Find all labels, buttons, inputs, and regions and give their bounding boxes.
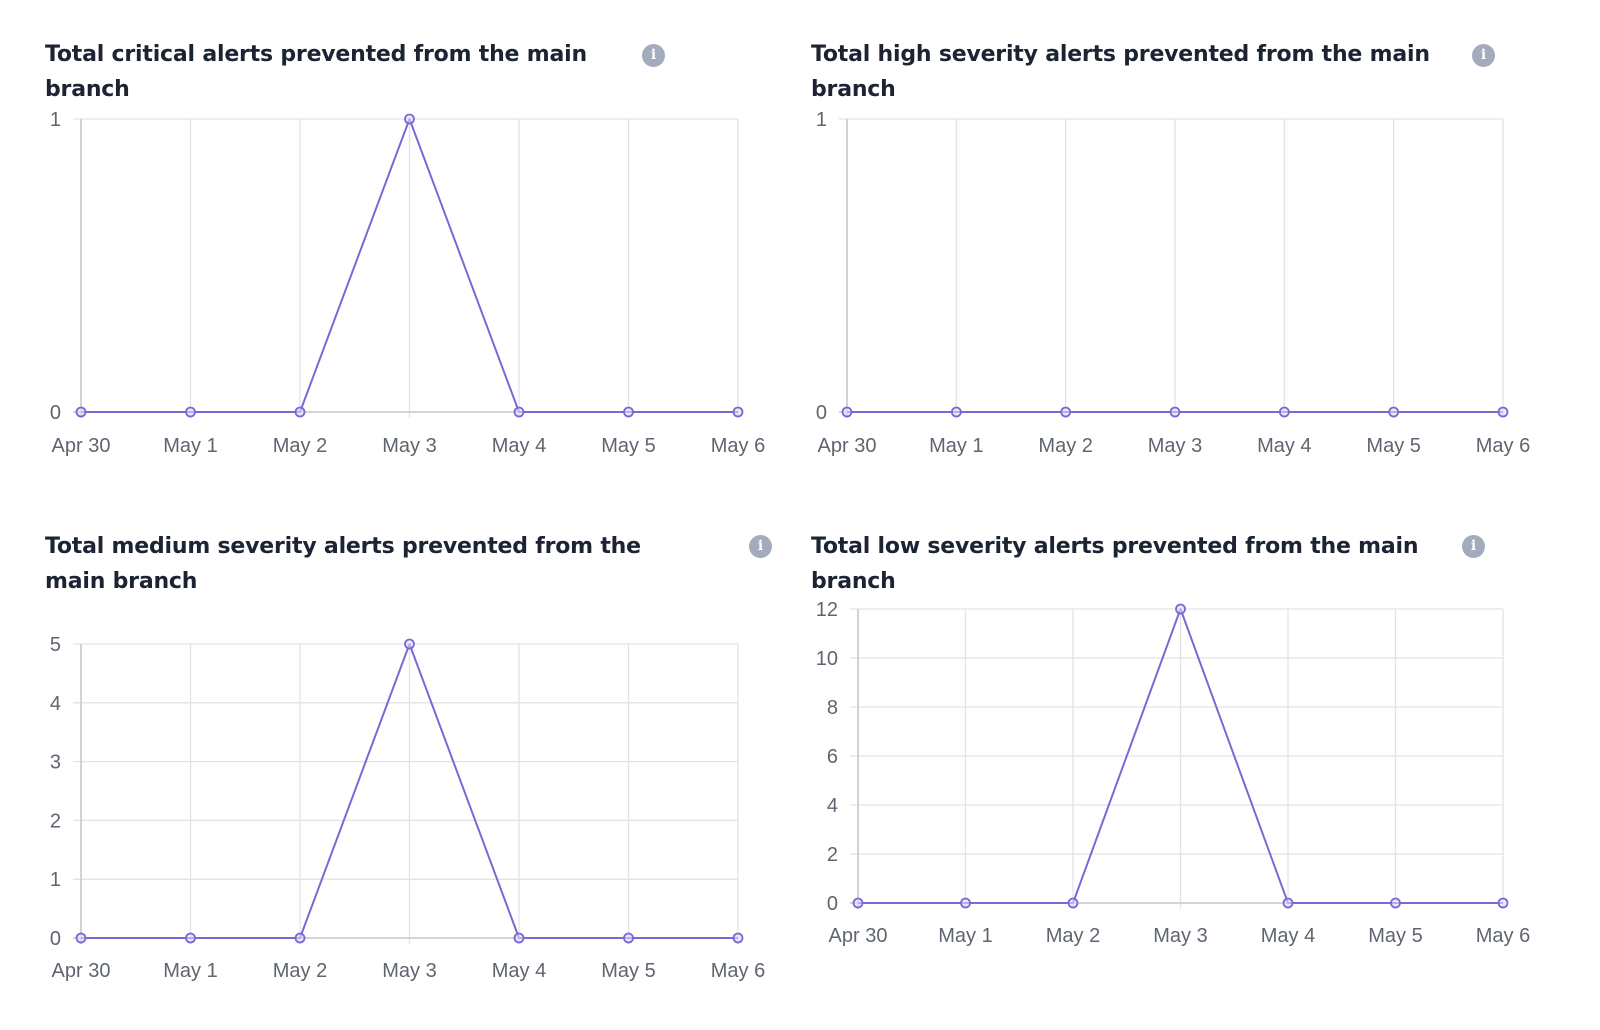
x-tick-label: May 2 (273, 960, 327, 982)
data-point[interactable] (513, 406, 525, 418)
x-tick-label: May 2 (1038, 435, 1092, 457)
chart-title: Total medium severity alerts prevented f… (45, 534, 641, 594)
data-point[interactable] (960, 897, 971, 909)
y-tick-label: 1 (816, 109, 827, 131)
x-tick-label: Apr 30 (52, 960, 111, 982)
data-point[interactable] (185, 406, 196, 418)
x-tick-label: May 3 (1148, 435, 1202, 457)
data-point[interactable] (1497, 897, 1509, 909)
x-tick-label: Apr 30 (829, 925, 888, 947)
y-tick-label: 0 (816, 402, 827, 424)
info-icon[interactable]: i (1462, 535, 1485, 558)
data-point[interactable] (1282, 897, 1294, 909)
y-tick-label: 12 (816, 599, 838, 621)
data-point[interactable] (404, 638, 415, 650)
data-point[interactable] (185, 932, 196, 944)
y-tick-label: 0 (50, 402, 61, 424)
x-tick-label: May 3 (382, 435, 436, 457)
x-tick-label: May 1 (163, 960, 217, 982)
data-point[interactable] (623, 406, 634, 418)
x-tick-label: May 6 (711, 960, 765, 982)
data-point[interactable] (1060, 406, 1072, 418)
x-tick-label: May 5 (1366, 435, 1420, 457)
y-tick-label: 0 (50, 928, 61, 950)
y-tick-label: 3 (50, 752, 61, 774)
y-tick-label: 6 (827, 746, 838, 768)
x-tick-label: May 2 (273, 435, 327, 457)
y-tick-label: 2 (50, 810, 61, 832)
x-tick-label: May 3 (1153, 925, 1207, 947)
x-tick-label: May 1 (938, 925, 992, 947)
chart-title: Total critical alerts prevented from the… (45, 42, 587, 102)
chart-title: Total high severity alerts prevented fro… (811, 42, 1430, 102)
data-point[interactable] (1175, 603, 1186, 615)
x-tick-label: May 4 (492, 960, 546, 982)
x-tick-label: May 2 (1046, 925, 1100, 947)
info-icon[interactable]: i (1472, 44, 1495, 67)
x-tick-label: Apr 30 (818, 435, 877, 457)
data-point[interactable] (1497, 406, 1509, 418)
data-point[interactable] (1390, 897, 1401, 909)
x-tick-label: May 4 (492, 435, 546, 457)
x-tick-label: May 5 (601, 960, 655, 982)
data-point[interactable] (852, 897, 864, 909)
x-tick-label: May 6 (711, 435, 765, 457)
x-tick-label: Apr 30 (52, 435, 111, 457)
y-tick-label: 8 (827, 697, 838, 719)
data-point[interactable] (294, 932, 306, 944)
y-tick-label: 10 (816, 648, 838, 670)
x-tick-label: May 1 (163, 435, 217, 457)
data-point[interactable] (623, 932, 634, 944)
data-point[interactable] (732, 406, 744, 418)
x-tick-label: May 3 (382, 960, 436, 982)
data-point[interactable] (1169, 406, 1181, 418)
data-point[interactable] (75, 406, 87, 418)
x-tick-label: May 1 (929, 435, 983, 457)
x-tick-label: May 6 (1476, 435, 1530, 457)
chart-title: Total low severity alerts prevented from… (811, 534, 1419, 594)
y-tick-label: 4 (50, 693, 61, 715)
x-tick-label: May 5 (601, 435, 655, 457)
line-chart-high: 0 1 Apr 30 May 1 May 2 May 3 May 4 May 5 May 6 (816, 109, 1530, 457)
y-tick-label: 4 (827, 795, 838, 817)
y-tick-label: 1 (50, 869, 61, 891)
x-tick-label: May 4 (1257, 435, 1311, 457)
data-point[interactable] (732, 932, 744, 944)
info-icon[interactable]: i (642, 44, 665, 67)
data-point[interactable] (75, 932, 87, 944)
y-tick-label: 5 (50, 634, 61, 656)
line-chart-medium: 0 1 2 3 4 5 Apr 30 May 1 May 2 May 3 May 4 May 5 May… (50, 634, 765, 982)
line-chart-critical: 0 1 Apr 30 May 1 May 2 May 3 May 4 May 5 May 6 (50, 109, 765, 457)
data-point[interactable] (404, 113, 415, 125)
x-tick-label: May 6 (1476, 925, 1530, 947)
data-point[interactable] (1278, 406, 1290, 418)
data-point[interactable] (841, 406, 853, 418)
y-tick-label: 2 (827, 844, 838, 866)
info-icon[interactable]: i (749, 535, 772, 558)
data-point[interactable] (1067, 897, 1079, 909)
x-tick-label: May 5 (1368, 925, 1422, 947)
data-point[interactable] (950, 406, 962, 418)
data-point[interactable] (1388, 406, 1400, 418)
data-point[interactable] (294, 406, 306, 418)
x-tick-label: May 4 (1261, 925, 1315, 947)
data-point[interactable] (513, 932, 525, 944)
y-tick-label: 1 (50, 109, 61, 131)
y-tick-label: 0 (827, 893, 838, 915)
